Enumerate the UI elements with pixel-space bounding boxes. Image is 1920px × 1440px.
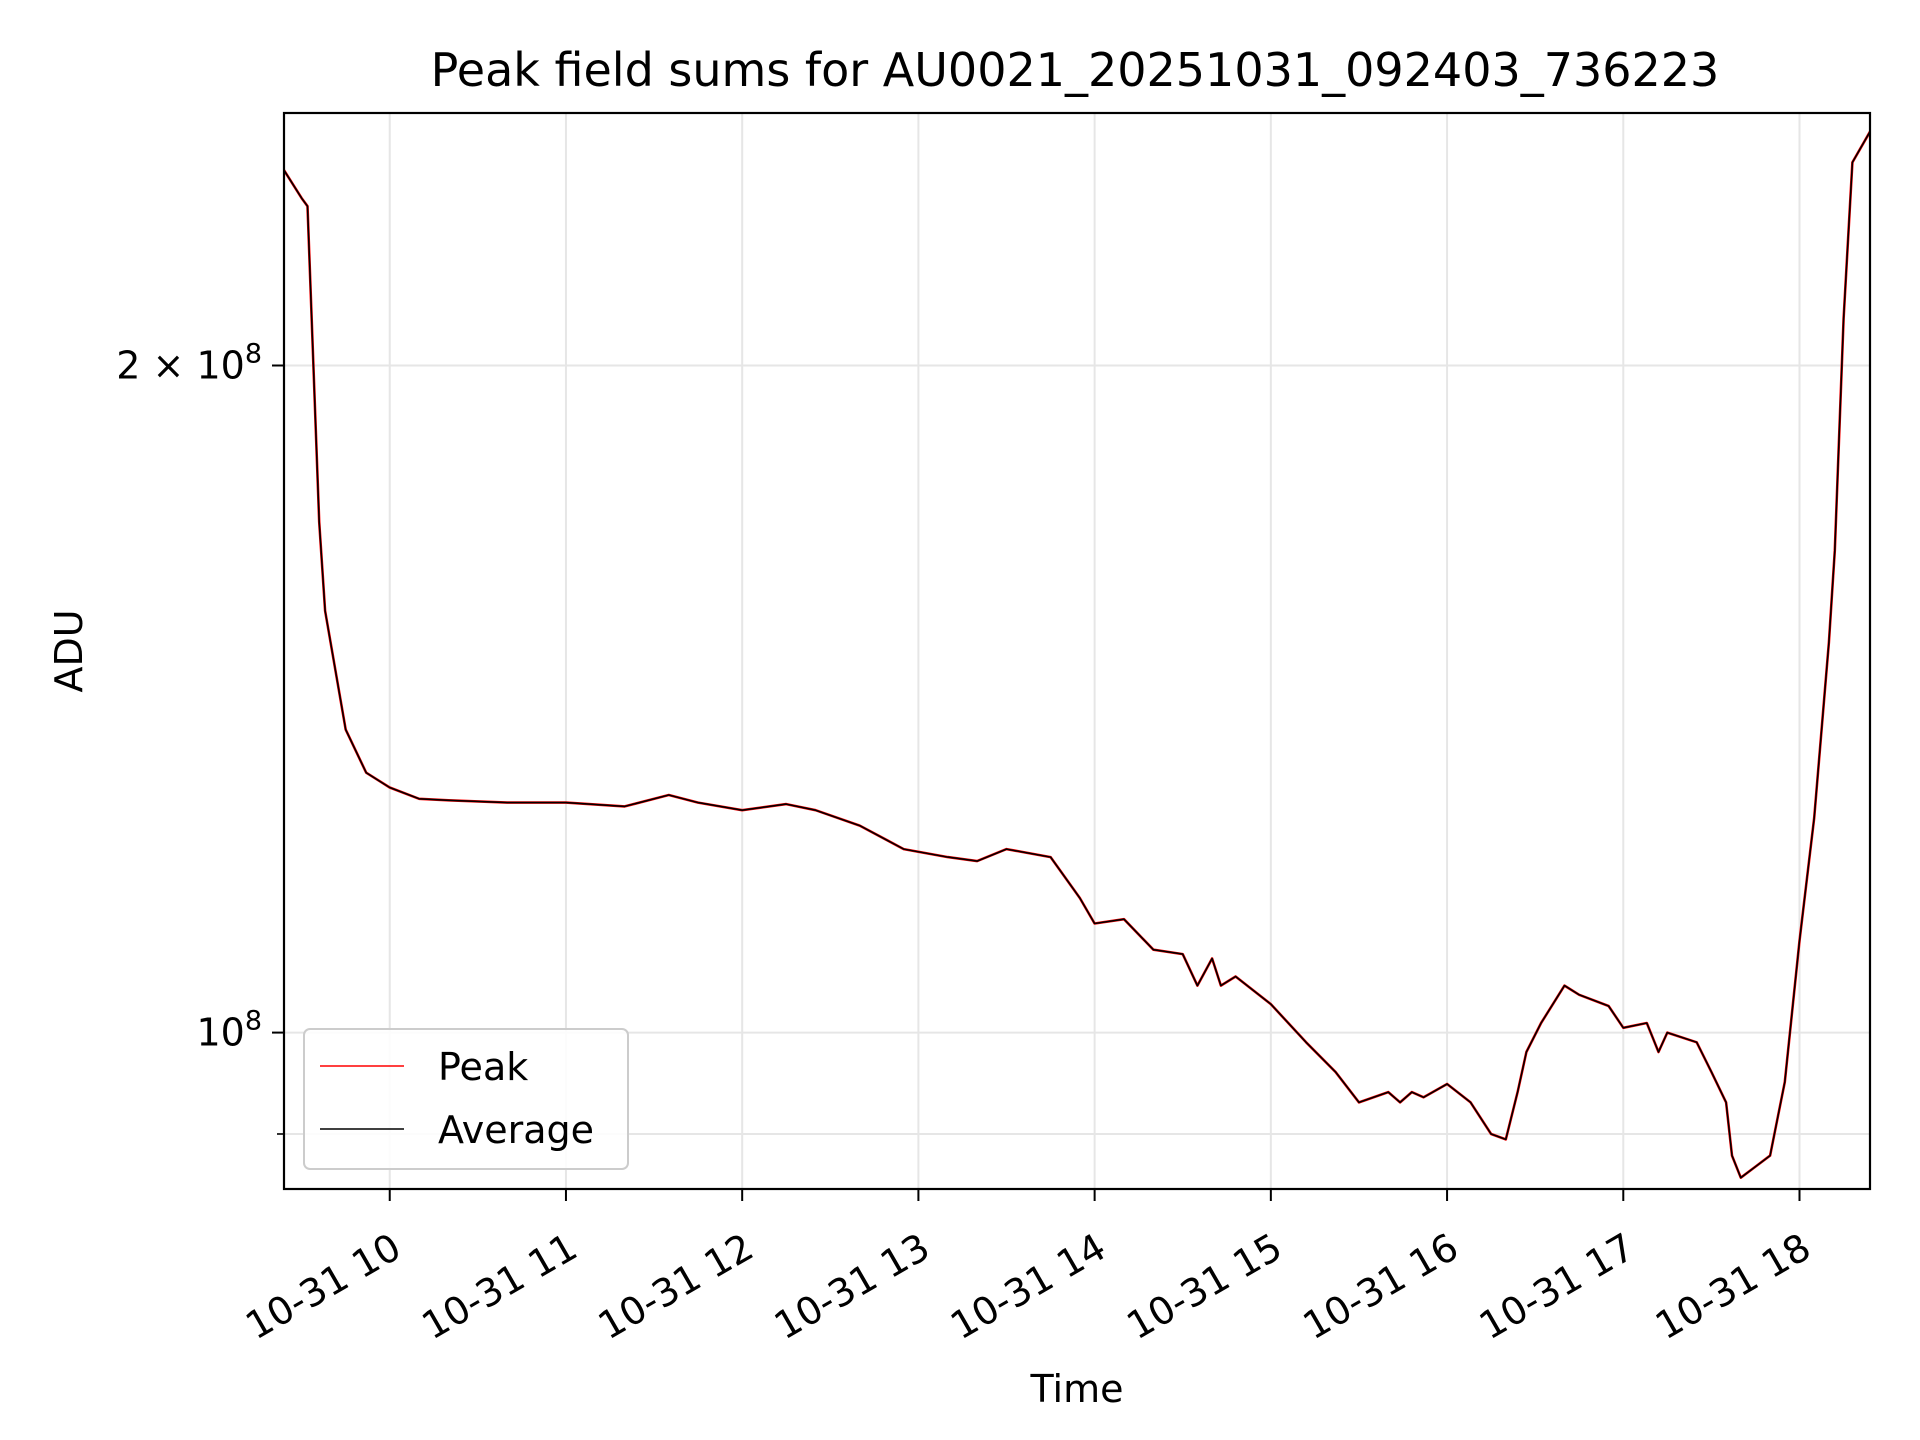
y-tick-label: 108 [196,1006,262,1055]
y-axis-label: ADU [47,609,91,692]
x-axis-label: Time [1030,1367,1124,1411]
legend-label-average: Average [438,1108,594,1152]
y-tick-label: 2 × 108 [116,339,262,388]
legend-box [303,1028,629,1170]
series-layer [284,131,1870,1179]
series-line-average [284,131,1870,1179]
chart-title: Peak field sums for AU0021_20251031_0924… [431,43,1720,97]
legend: Peak Average [303,1028,629,1170]
plot-frame [282,111,1872,1191]
legend-label-peak: Peak [438,1045,528,1089]
